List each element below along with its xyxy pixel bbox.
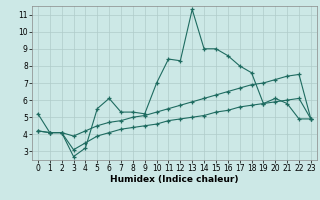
X-axis label: Humidex (Indice chaleur): Humidex (Indice chaleur): [110, 175, 239, 184]
